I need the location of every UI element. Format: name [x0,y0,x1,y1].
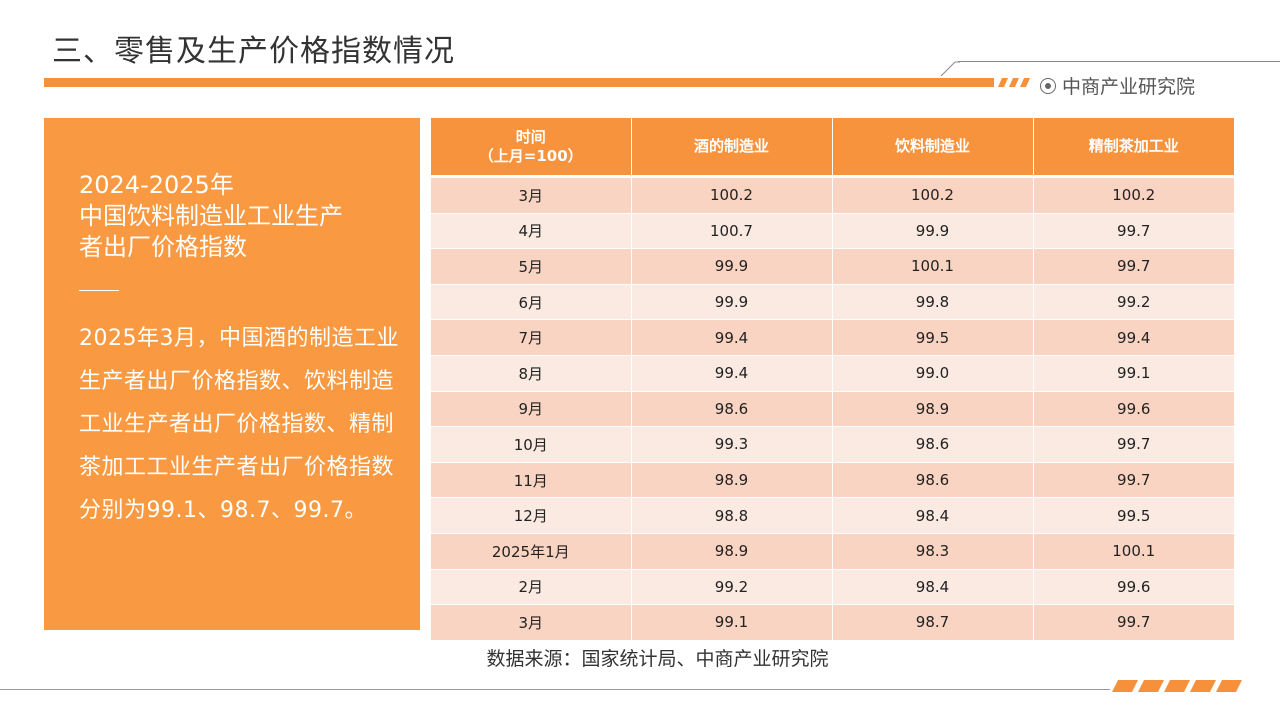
cell-wine: 98.6 [631,391,833,428]
cell-wine: 100.7 [631,213,833,250]
cell-wine: 98.8 [631,497,833,534]
panel-heading: 2024-2025年 中国饮料制造业工业生产 者出厂价格指数 [79,170,400,263]
corner-line-decoration [940,61,960,77]
cell-month: 5月 [431,248,632,285]
cell-beverage: 99.0 [832,355,1034,392]
footer-divider [0,689,1110,690]
cell-beverage: 100.2 [832,176,1034,214]
cell-tea: 99.7 [1033,462,1234,499]
table-row: 11月 98.9 98.6 99.7 [431,462,1234,499]
cell-wine: 99.4 [631,319,833,356]
cell-beverage: 98.7 [832,604,1034,641]
cell-wine: 99.3 [631,426,833,463]
cell-beverage: 99.9 [832,213,1034,250]
col-header-wine: 酒的制造业 [631,118,833,178]
cell-beverage: 98.6 [832,426,1034,463]
cell-month: 12月 [431,497,632,534]
cell-wine: 98.9 [631,462,833,499]
cell-tea: 99.4 [1033,319,1234,356]
col-header-beverage: 饮料制造业 [832,118,1034,178]
table-row: 8月 99.4 99.0 99.1 [431,355,1234,392]
footer-stripes-decoration [1112,680,1242,692]
cell-beverage: 98.9 [832,391,1034,428]
col-header-time-line2: （上月=100） [478,146,583,165]
cell-tea: 99.1 [1033,355,1234,392]
cell-tea: 99.2 [1033,284,1234,321]
cell-month: 10月 [431,426,632,463]
table-row: 9月 98.6 98.9 99.6 [431,391,1234,428]
cell-wine: 99.2 [631,569,833,606]
panel-summary-text: 2025年3月，中国酒的制造工业生产者出厂价格指数、饮料制造工业生产者出厂价格指… [79,326,399,523]
panel-heading-line3: 者出厂价格指数 [79,233,247,261]
table-row: 7月 99.4 99.5 99.4 [431,319,1234,356]
cell-month: 11月 [431,462,632,499]
table-row: 2月 99.2 98.4 99.6 [431,569,1234,606]
price-index-table: 时间 （上月=100） 酒的制造业 饮料制造业 精制茶加工业 3月 100.2 10… [431,118,1234,641]
cell-tea: 99.7 [1033,213,1234,250]
col-header-time-line1: 时间 [515,127,546,146]
cell-beverage: 100.1 [832,248,1034,285]
target-logo-icon [1040,77,1056,94]
summary-panel: 2024-2025年 中国饮料制造业工业生产 者出厂价格指数 2025年3月，中… [44,118,420,630]
cell-beverage: 99.8 [832,284,1034,321]
cell-month: 8月 [431,355,632,392]
cell-beverage: 98.4 [832,569,1034,606]
cell-month: 4月 [431,213,632,250]
title-underline-bar [44,78,994,87]
cell-wine: 99.1 [631,604,833,641]
cell-wine: 99.9 [631,248,833,285]
brand-name: 中商产业研究院 [1062,76,1196,98]
cell-tea: 99.7 [1033,426,1234,463]
table-header-row: 时间 （上月=100） 酒的制造业 饮料制造业 精制茶加工业 [431,118,1234,178]
cell-wine: 98.9 [631,533,833,570]
title-stripes-decoration [998,78,1030,87]
cell-month: 3月 [431,604,632,641]
cell-tea: 99.7 [1033,604,1234,641]
cell-tea: 99.6 [1033,569,1234,606]
table-row: 10月 99.3 98.6 99.7 [431,426,1234,463]
cell-wine: 99.4 [631,355,833,392]
cell-month: 2月 [431,569,632,606]
panel-heading-line1: 2024-2025年 [79,171,234,199]
col-header-tea: 精制茶加工业 [1033,118,1234,178]
panel-divider [79,290,119,291]
cell-tea: 100.1 [1033,533,1234,570]
panel-heading-line2: 中国饮料制造业工业生产 [79,202,343,230]
cell-month: 9月 [431,391,632,428]
cell-beverage: 98.4 [832,497,1034,534]
cell-wine: 99.9 [631,284,833,321]
cell-tea: 100.2 [1033,176,1234,214]
table-row: 12月 98.8 98.4 99.5 [431,497,1234,534]
brand-label: 中商产业研究院 [1040,72,1195,99]
cell-month: 6月 [431,284,632,321]
cell-beverage: 99.5 [832,319,1034,356]
table-row: 5月 99.9 100.1 99.7 [431,248,1234,285]
cell-tea: 99.5 [1033,497,1234,534]
cell-month: 3月 [431,176,632,214]
cell-wine: 100.2 [631,176,833,214]
col-header-time: 时间 （上月=100） [431,118,632,178]
cell-tea: 99.7 [1033,248,1234,285]
data-source-note: 数据来源：国家统计局、中商产业研究院 [486,648,829,670]
cell-month: 7月 [431,319,632,356]
cell-month: 2025年1月 [431,533,632,570]
cell-tea: 99.6 [1033,391,1234,428]
page-title: 三、零售及生产价格指数情况 [52,34,455,69]
corner-top-line [958,61,1280,62]
table-row: 4月 100.7 99.9 99.7 [431,213,1234,250]
table-row: 2025年1月 98.9 98.3 100.1 [431,533,1234,570]
cell-beverage: 98.6 [832,462,1034,499]
table-row: 6月 99.9 99.8 99.2 [431,284,1234,321]
cell-beverage: 98.3 [832,533,1034,570]
table-row: 3月 100.2 100.2 100.2 [431,176,1234,214]
table-row: 3月 99.1 98.7 99.7 [431,604,1234,641]
